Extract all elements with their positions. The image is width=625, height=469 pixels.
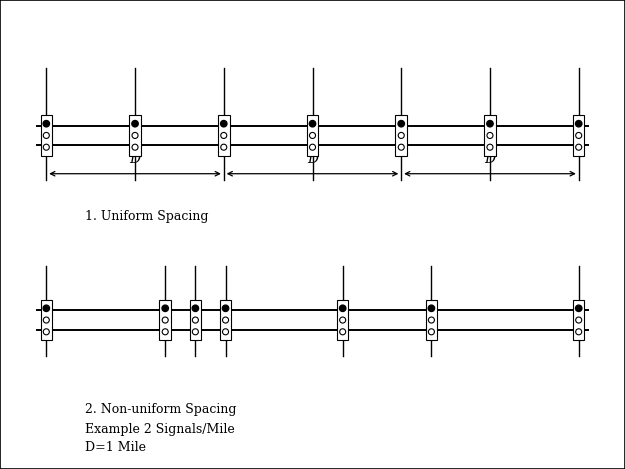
Ellipse shape	[339, 317, 346, 323]
Ellipse shape	[428, 329, 434, 335]
Ellipse shape	[576, 317, 582, 323]
FancyBboxPatch shape	[220, 300, 231, 340]
Ellipse shape	[398, 132, 404, 138]
Ellipse shape	[43, 317, 49, 323]
Ellipse shape	[576, 329, 582, 335]
Text: Example 2 Signals/Mile: Example 2 Signals/Mile	[86, 423, 235, 436]
FancyBboxPatch shape	[573, 115, 584, 156]
Ellipse shape	[162, 305, 168, 311]
Ellipse shape	[221, 121, 227, 127]
Ellipse shape	[487, 121, 493, 127]
Ellipse shape	[339, 329, 346, 335]
Text: D: D	[129, 151, 141, 166]
FancyBboxPatch shape	[218, 115, 229, 156]
Ellipse shape	[222, 317, 229, 323]
Ellipse shape	[43, 144, 49, 150]
Ellipse shape	[132, 144, 138, 150]
Text: D: D	[484, 151, 496, 166]
Ellipse shape	[398, 144, 404, 150]
FancyBboxPatch shape	[484, 115, 496, 156]
FancyBboxPatch shape	[573, 300, 584, 340]
Ellipse shape	[576, 144, 582, 150]
Ellipse shape	[43, 132, 49, 138]
Ellipse shape	[162, 317, 168, 323]
FancyBboxPatch shape	[189, 300, 201, 340]
Ellipse shape	[428, 317, 434, 323]
Ellipse shape	[428, 305, 434, 311]
Ellipse shape	[309, 121, 316, 127]
Ellipse shape	[43, 329, 49, 335]
Ellipse shape	[43, 121, 49, 127]
Ellipse shape	[576, 305, 582, 311]
Ellipse shape	[162, 329, 168, 335]
Ellipse shape	[487, 144, 493, 150]
FancyBboxPatch shape	[396, 115, 407, 156]
Ellipse shape	[339, 305, 346, 311]
Ellipse shape	[222, 305, 229, 311]
Ellipse shape	[43, 305, 49, 311]
Ellipse shape	[192, 305, 199, 311]
FancyBboxPatch shape	[41, 300, 52, 340]
Ellipse shape	[309, 132, 316, 138]
Ellipse shape	[576, 121, 582, 127]
FancyBboxPatch shape	[426, 300, 437, 340]
FancyBboxPatch shape	[41, 115, 52, 156]
FancyBboxPatch shape	[159, 300, 171, 340]
Ellipse shape	[132, 132, 138, 138]
Ellipse shape	[222, 329, 229, 335]
Ellipse shape	[221, 144, 227, 150]
FancyBboxPatch shape	[337, 300, 349, 340]
Text: 1. Uniform Spacing: 1. Uniform Spacing	[86, 210, 209, 223]
Ellipse shape	[192, 317, 198, 323]
Text: 2. Non-uniform Spacing: 2. Non-uniform Spacing	[86, 403, 237, 416]
Text: D=1 Mile: D=1 Mile	[86, 441, 146, 454]
Ellipse shape	[309, 144, 316, 150]
Ellipse shape	[398, 121, 404, 127]
Ellipse shape	[576, 132, 582, 138]
Text: D: D	[307, 151, 318, 166]
FancyBboxPatch shape	[307, 115, 318, 156]
Ellipse shape	[192, 329, 198, 335]
FancyBboxPatch shape	[129, 115, 141, 156]
Ellipse shape	[132, 121, 138, 127]
Ellipse shape	[221, 132, 227, 138]
Ellipse shape	[487, 132, 493, 138]
